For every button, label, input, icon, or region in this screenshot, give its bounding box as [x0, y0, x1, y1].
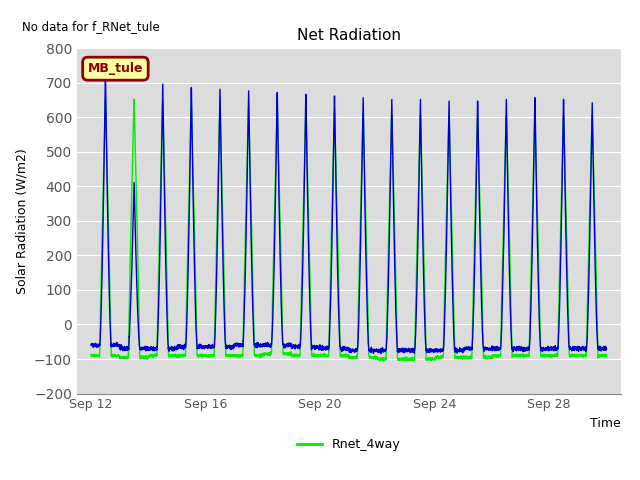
Y-axis label: Solar Radiation (W/m2): Solar Radiation (W/m2) — [15, 148, 28, 294]
Text: No data for f_RNet_tule: No data for f_RNet_tule — [22, 20, 160, 33]
Text: MB_tule: MB_tule — [88, 62, 143, 75]
Title: Net Radiation: Net Radiation — [297, 28, 401, 43]
Legend: Rnet_4way: Rnet_4way — [292, 433, 406, 456]
X-axis label: Time: Time — [590, 417, 621, 430]
